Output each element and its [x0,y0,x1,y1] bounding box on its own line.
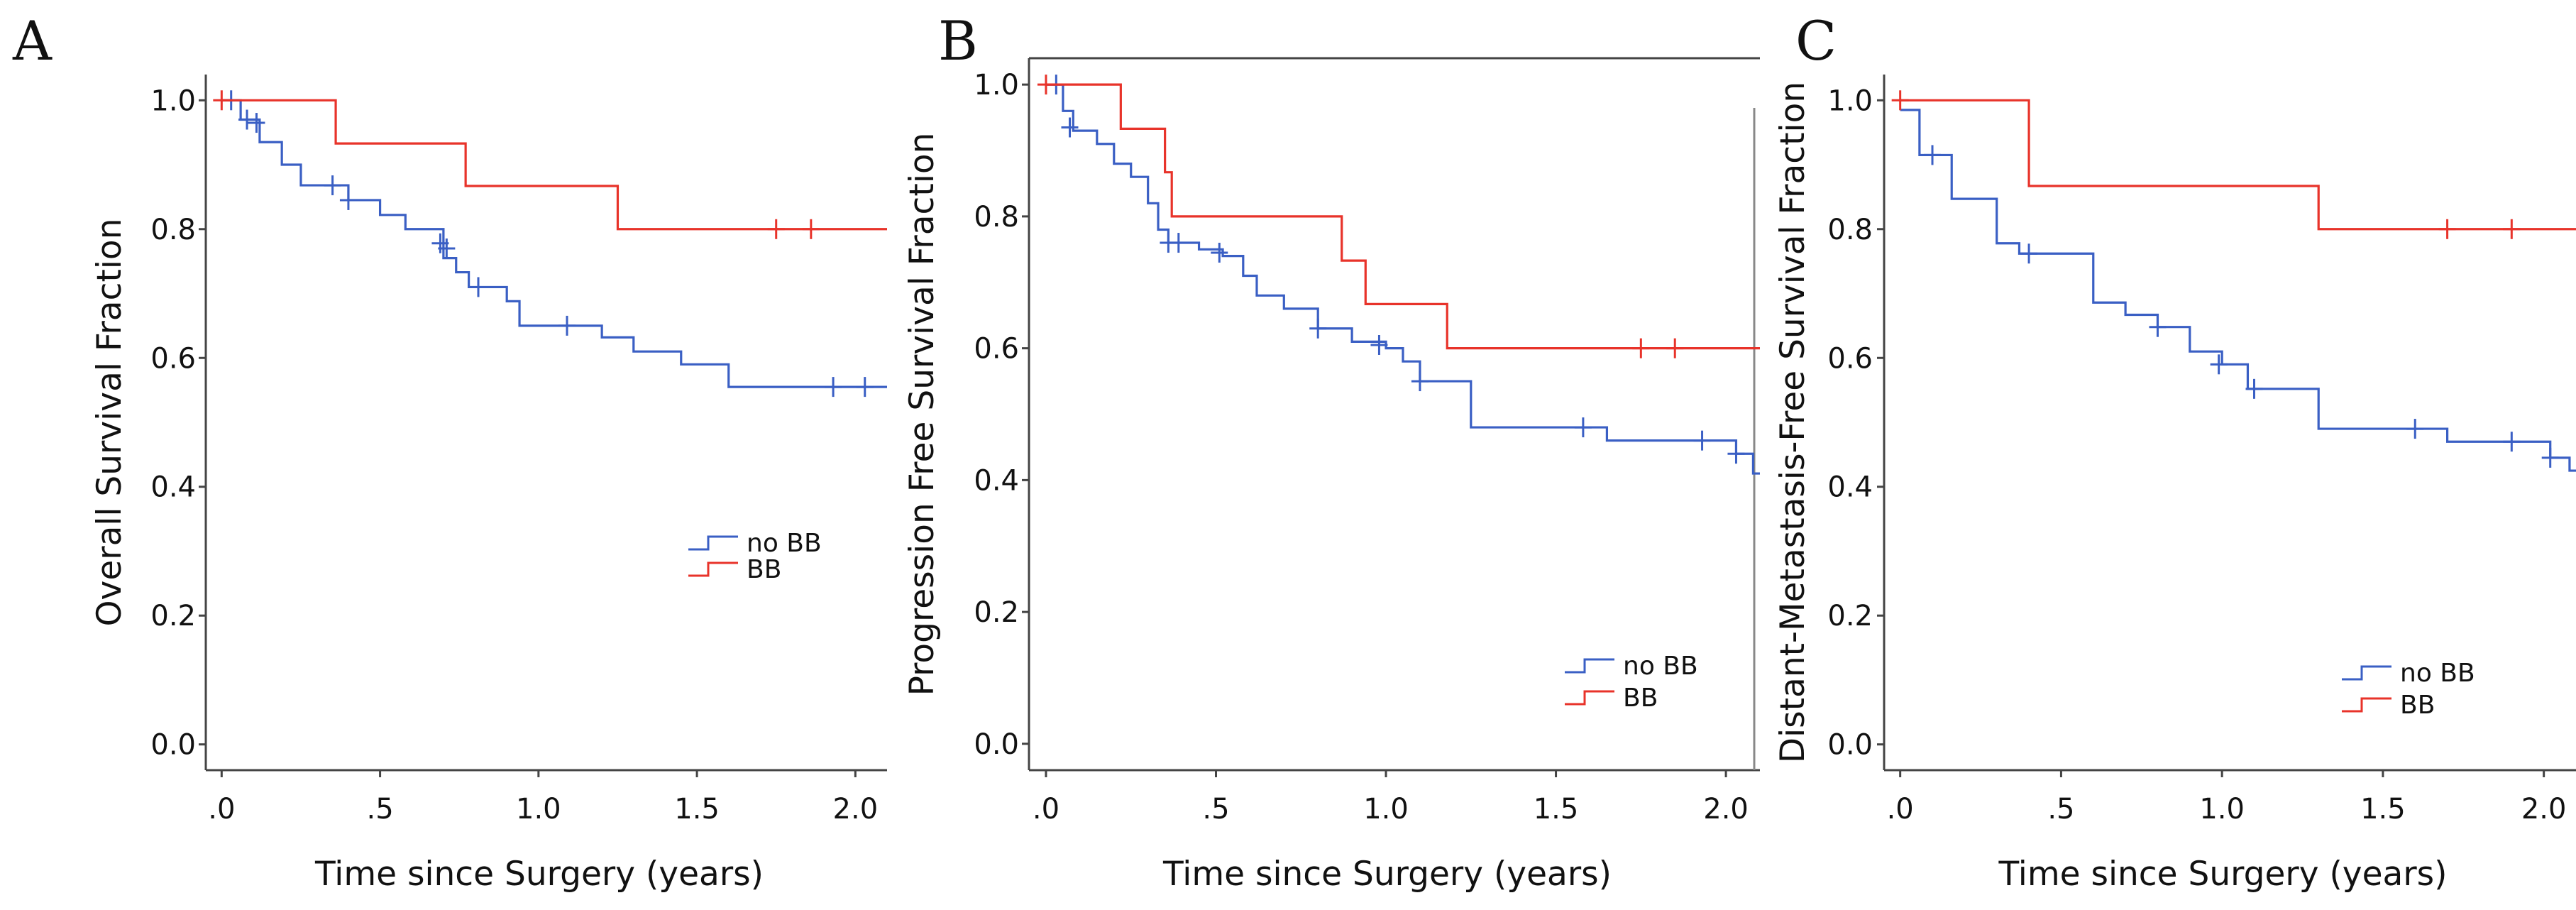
x-tick-label: .5 [366,793,393,826]
legend-symbol-bb [2342,697,2391,713]
x-tick-label: .0 [208,793,235,826]
y-tick-label: 0.0 [150,729,196,762]
y-axis-label: Overall Survival Fraction [90,219,129,627]
legend-symbol-bb [1565,690,1614,706]
legend-label-no-bb: no BB [2400,659,2475,688]
chart-panel-progression-free: B 0.0 0.2 0.4 0.6 0.8 1.0 .0 .5 1.0 1.5 2.0 Time si… [887,0,1767,910]
series-line-no-bb [1045,83,1760,475]
y-tick-label: 0.2 [150,600,196,632]
y-tick-label: 0.6 [150,342,196,375]
y-tick-label: 0.8 [1827,214,1873,246]
chart-distant-metastasis-free: 0.0 0.2 0.4 0.6 0.8 1.0 .0 .5 1.0 1.5 2.0 Time sinc… [1773,75,2576,894]
x-tick-label: 1.5 [2360,793,2406,826]
series-line-bb [1045,83,1760,350]
legend-symbol-no-bb [688,535,738,551]
y-axis-label: Distant-Metastasis-Free Survival Fractio… [1773,82,1812,763]
y-tick-label: 0.4 [150,471,196,504]
x-tick-label: .5 [1202,793,1229,826]
series-line-bb [1900,99,2576,231]
x-tick-label: .5 [2047,793,2074,826]
y-tick-label: 0.4 [1827,471,1873,504]
legend-label-bb: BB [2400,691,2435,720]
chart-progression-free: 0.0 0.2 0.4 0.6 0.8 1.0 .0 .5 1.0 1.5 2.0 Time sinc… [903,57,1760,894]
x-tick-label: 1.0 [2199,793,2245,826]
y-tick-label: 0.0 [974,728,1019,761]
x-tick-label: 1.5 [1534,793,1579,826]
y-tick-label: 0.8 [974,201,1019,234]
x-tick-label: 2.0 [833,793,879,826]
x-tick-label: .0 [1033,793,1059,826]
y-tick-label: 0.6 [974,333,1019,366]
chart-panel-distant-metastasis-free: C 0.0 0.2 0.4 0.6 0.8 1.0 .0 .5 1.0 1.5 2.0 Time si… [1767,0,2576,910]
y-tick-label: 0.4 [974,464,1019,497]
x-axis-label: Time since Surgery (years) [314,855,764,894]
legend-symbol-bb [688,561,738,577]
x-tick-label: .0 [1887,793,1914,826]
legend-label-bb: BB [1623,684,1658,713]
y-axis-label: Progression Free Survival Fraction [903,133,942,696]
series-line-no-bb [1900,109,2576,472]
panel-label-b: B [938,9,978,72]
x-tick-label: 1.5 [674,793,720,826]
legend-label-bb: BB [747,555,781,584]
x-tick-label: 2.0 [1703,793,1749,826]
x-tick-label: 1.0 [1363,793,1409,826]
panel-label-a: A [13,9,52,72]
legend-symbol-no-bb [2342,665,2391,681]
y-tick-label: 0.8 [150,214,196,246]
legend-label-no-bb: no BB [747,529,822,558]
series-line-bb [221,99,887,231]
x-axis-label: Time since Surgery (years) [1162,855,1612,894]
y-tick-label: 1.0 [1827,84,1873,117]
y-tick-label: 1.0 [150,84,196,117]
y-tick-label: 0.2 [1827,600,1873,632]
x-tick-label: 1.0 [516,793,561,826]
y-tick-label: 1.0 [974,69,1019,102]
x-tick-label: 2.0 [2521,793,2567,826]
x-axis-label: Time since Surgery (years) [1998,855,2448,894]
y-tick-label: 0.0 [1827,729,1873,762]
legend-symbol-no-bb [1565,658,1614,674]
chart-panel-overall-survival: A 0.0 0.2 0.4 0.6 0.8 1.0 .0 .5 1.0 1.5 2.0 Time si… [0,0,887,910]
y-tick-label: 0.6 [1827,342,1873,375]
y-tick-label: 0.2 [974,596,1019,629]
legend-label-no-bb: no BB [1623,652,1698,681]
chart-overall-survival: 0.0 0.2 0.4 0.6 0.8 1.0 .0 .5 1.0 1.5 2.0 Time sinc… [90,75,887,894]
panel-label-c: C [1795,9,1837,72]
series-line-no-bb [221,99,887,388]
